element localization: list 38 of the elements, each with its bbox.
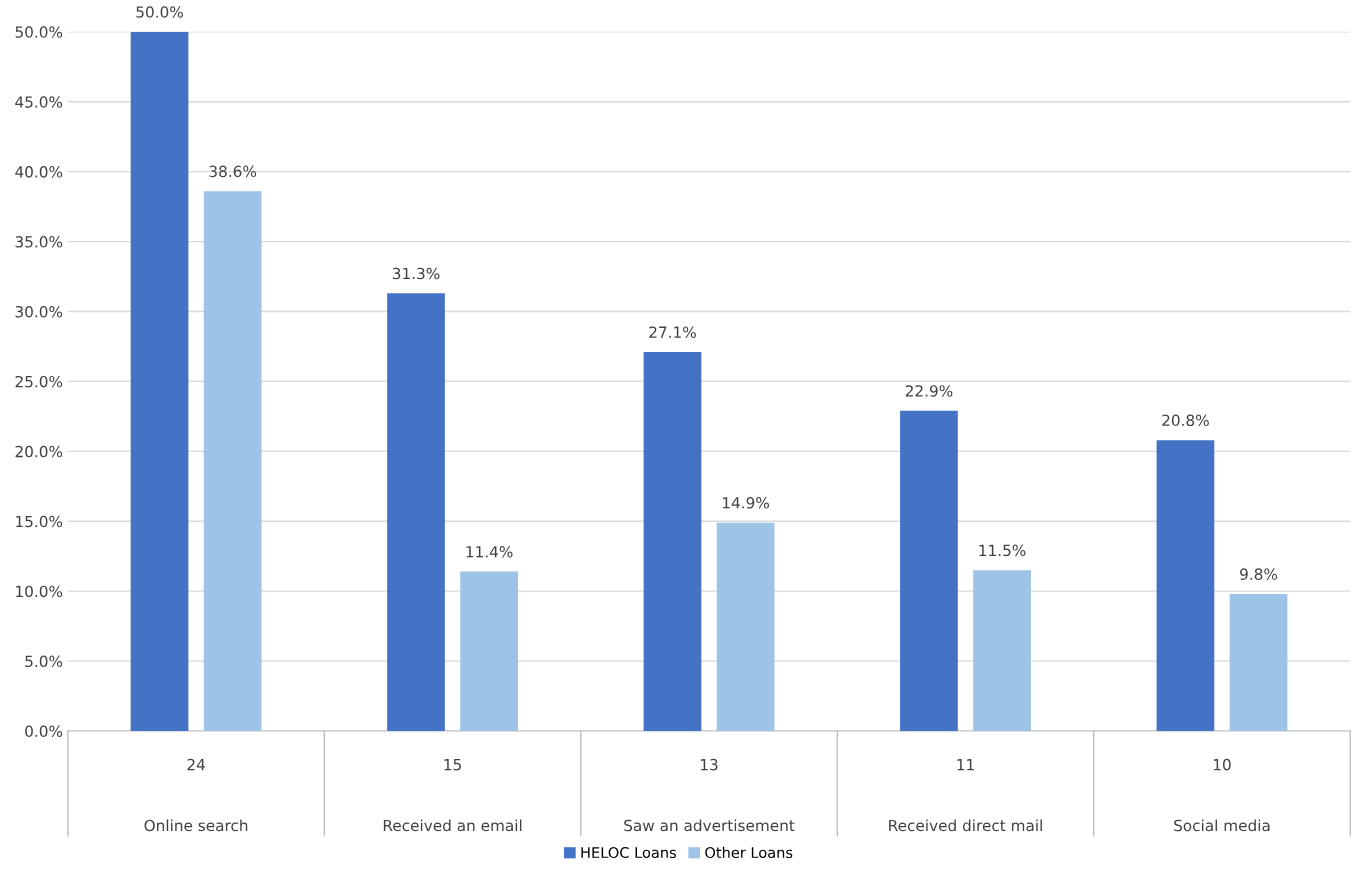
bar <box>1229 593 1288 732</box>
category-label: 10 Social media <box>1174 758 1270 832</box>
bar <box>387 293 445 732</box>
data-label: 9.8% <box>1240 568 1278 580</box>
y-tick-label: 30.0% <box>15 305 63 318</box>
bar <box>900 410 958 732</box>
y-tick-label: 5.0% <box>25 655 63 668</box>
category-label: 13 Saw an advertisement <box>624 758 795 832</box>
y-tick-label: 0.0% <box>25 725 63 738</box>
data-label: 14.9% <box>722 497 769 509</box>
y-tick-label: 35.0% <box>15 236 63 248</box>
y-tick-label: 40.0% <box>15 166 63 178</box>
y-tick-label: 10.0% <box>16 585 63 598</box>
bar <box>643 352 702 732</box>
data-label: 50.0% <box>136 6 183 18</box>
category-label: 11 Received direct mail <box>889 759 1042 832</box>
bar <box>203 191 262 732</box>
data-label: 20.8% <box>1162 414 1209 427</box>
bar <box>973 570 1031 732</box>
legend-label: HELOC Loans <box>581 847 676 859</box>
bar <box>1156 440 1215 732</box>
data-label: 38.6% <box>209 165 257 178</box>
y-tick-label: 25.0% <box>15 375 63 388</box>
data-label: 22.9% <box>905 385 953 397</box>
data-label: 11.4% <box>466 545 513 558</box>
data-label: 11.5% <box>979 544 1026 557</box>
category-label: 15 Received an email <box>383 759 522 832</box>
bar <box>460 571 518 732</box>
category-label: 24 Online search <box>144 758 248 832</box>
y-tick-label: 20.0% <box>15 445 63 458</box>
data-label: 31.3% <box>392 267 440 280</box>
data-label: 27.1% <box>649 326 696 338</box>
y-tick-label: 45.0% <box>15 96 63 108</box>
bar <box>130 31 189 732</box>
y-tick-label: 50.0% <box>15 26 63 38</box>
legend-label: Other Loans <box>705 846 793 859</box>
bar <box>716 522 775 732</box>
y-tick-label: 15.0% <box>16 515 63 528</box>
